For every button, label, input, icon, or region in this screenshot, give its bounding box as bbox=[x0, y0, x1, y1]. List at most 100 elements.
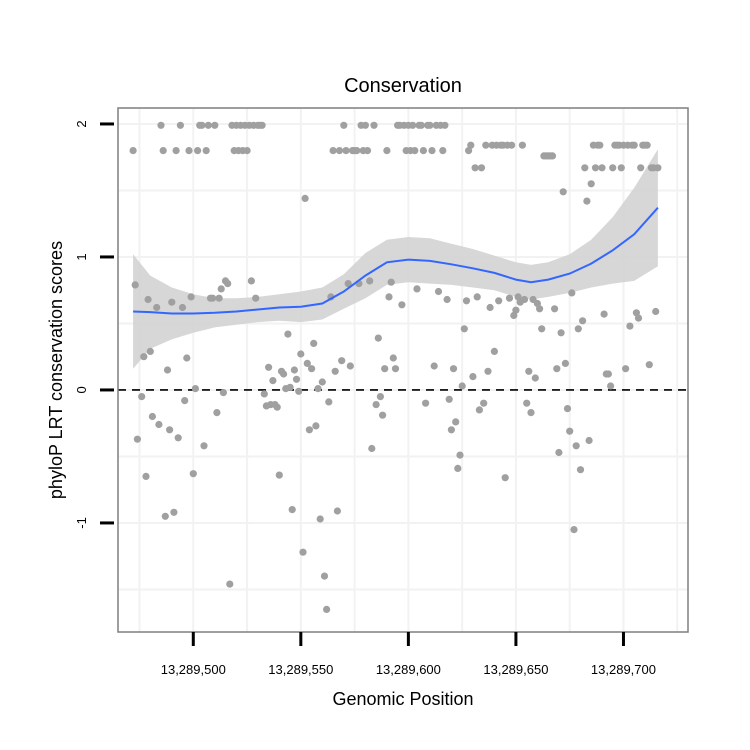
data-point bbox=[176, 121, 184, 129]
data-point bbox=[587, 180, 595, 188]
data-point bbox=[508, 141, 516, 149]
data-point bbox=[518, 141, 527, 149]
data-point bbox=[460, 325, 468, 333]
data-point bbox=[536, 305, 544, 313]
data-point bbox=[288, 506, 296, 514]
data-point bbox=[312, 422, 320, 430]
data-point bbox=[211, 121, 219, 129]
data-point bbox=[320, 572, 329, 580]
data-point bbox=[622, 365, 630, 373]
y-axis-ticks: -1 0 1 2 bbox=[74, 120, 114, 529]
data-point bbox=[426, 121, 434, 129]
data-point bbox=[561, 359, 570, 367]
data-point bbox=[591, 164, 600, 172]
data-point bbox=[480, 399, 488, 407]
data-point bbox=[260, 390, 268, 398]
x-tick-label: 13,289,550 bbox=[268, 662, 333, 677]
data-point bbox=[555, 448, 563, 457]
x-axis-label: Genomic Position bbox=[332, 689, 473, 709]
x-tick-label: 13,289,650 bbox=[483, 662, 548, 677]
data-point bbox=[585, 436, 593, 445]
data-point bbox=[409, 121, 417, 129]
data-point bbox=[183, 354, 191, 362]
data-point bbox=[568, 289, 576, 297]
data-point bbox=[389, 354, 397, 362]
y-tick-label: 1 bbox=[74, 253, 89, 260]
data-point bbox=[247, 277, 255, 285]
data-point bbox=[146, 347, 154, 355]
data-point bbox=[323, 605, 331, 614]
data-point bbox=[430, 362, 438, 370]
data-point bbox=[637, 164, 645, 172]
data-point bbox=[299, 548, 307, 556]
data-point bbox=[553, 365, 561, 373]
data-point bbox=[346, 362, 354, 370]
data-point bbox=[428, 147, 436, 155]
data-point bbox=[295, 387, 303, 395]
data-point bbox=[159, 147, 167, 155]
data-point bbox=[484, 367, 492, 375]
data-point bbox=[325, 398, 333, 406]
data-point bbox=[252, 294, 260, 302]
data-point bbox=[583, 197, 591, 205]
data-point bbox=[310, 339, 318, 347]
data-point bbox=[411, 147, 419, 155]
data-point bbox=[609, 164, 617, 172]
data-point bbox=[576, 466, 585, 474]
data-point bbox=[643, 141, 651, 149]
data-point bbox=[209, 294, 217, 302]
data-point bbox=[361, 121, 369, 129]
data-point bbox=[161, 512, 169, 520]
data-point bbox=[226, 580, 234, 588]
data-point bbox=[368, 444, 376, 453]
data-point bbox=[551, 305, 559, 313]
data-point bbox=[512, 306, 520, 314]
data-point bbox=[570, 526, 578, 534]
data-point bbox=[170, 508, 178, 516]
data-point bbox=[523, 399, 531, 407]
data-point bbox=[447, 426, 455, 434]
data-point bbox=[381, 365, 389, 373]
data-point bbox=[217, 285, 225, 293]
data-point bbox=[370, 121, 378, 129]
data-point bbox=[477, 164, 486, 172]
data-point bbox=[194, 147, 202, 155]
data-point bbox=[353, 147, 361, 155]
data-point bbox=[202, 147, 210, 155]
data-point bbox=[284, 330, 292, 338]
data-point bbox=[467, 141, 475, 149]
data-point bbox=[153, 303, 161, 312]
y-tick-label: -1 bbox=[74, 517, 89, 529]
data-point bbox=[316, 515, 324, 523]
data-point bbox=[144, 295, 152, 304]
data-point bbox=[301, 194, 309, 202]
data-point bbox=[290, 366, 298, 374]
data-point bbox=[200, 442, 208, 450]
data-point bbox=[157, 121, 165, 129]
data-point bbox=[383, 147, 391, 155]
data-point bbox=[566, 427, 574, 435]
data-point bbox=[379, 411, 387, 419]
confidence-band bbox=[133, 149, 658, 369]
data-point bbox=[303, 359, 311, 367]
data-point bbox=[376, 393, 384, 401]
data-point bbox=[215, 294, 223, 302]
data-point bbox=[486, 303, 494, 312]
data-point bbox=[626, 322, 634, 330]
scatter-points bbox=[129, 121, 662, 614]
data-point bbox=[131, 281, 139, 289]
data-point bbox=[385, 293, 393, 301]
data-point bbox=[265, 363, 273, 371]
x-axis-ticks: 13,289,500 13,289,550 13,289,600 13,289,650… bbox=[161, 632, 656, 677]
data-point bbox=[166, 426, 174, 434]
data-point bbox=[258, 121, 266, 129]
plot-panel bbox=[118, 108, 688, 632]
loess-smooth-line bbox=[133, 207, 659, 315]
data-point bbox=[292, 375, 301, 383]
y-axis-label: phyloP LRT conservation scores bbox=[46, 241, 66, 499]
data-point bbox=[297, 350, 305, 358]
data-point bbox=[596, 141, 604, 149]
data-point bbox=[140, 353, 148, 361]
data-point bbox=[198, 121, 206, 129]
data-point bbox=[189, 470, 197, 478]
